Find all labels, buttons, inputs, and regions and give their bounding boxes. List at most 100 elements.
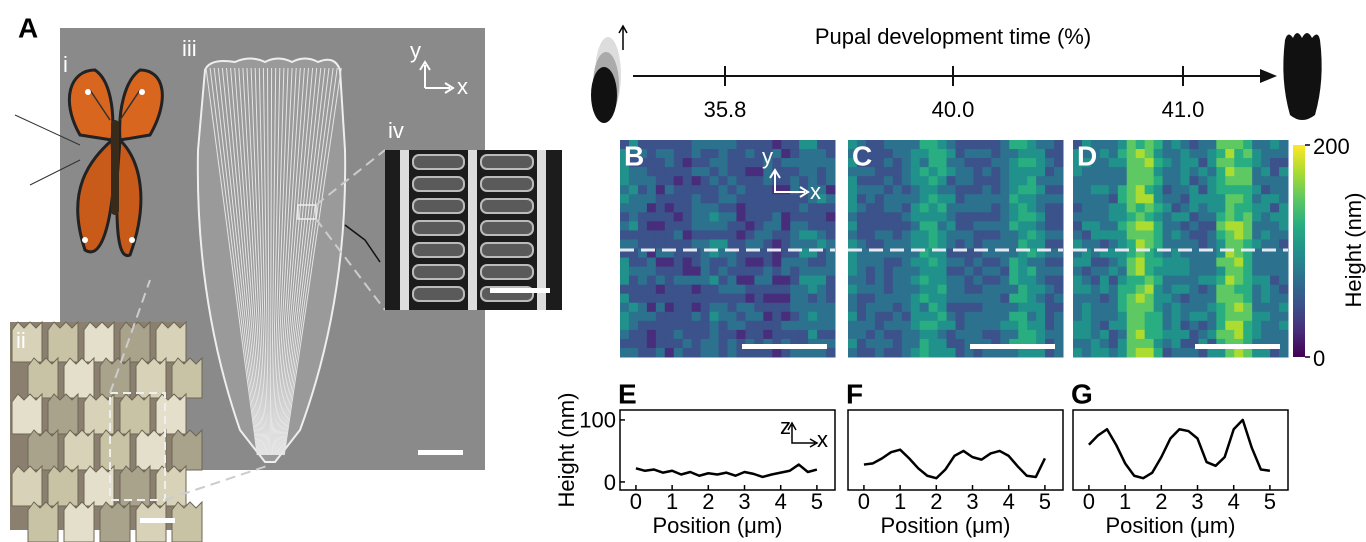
height-pixel (1108, 275, 1119, 286)
height-pixel (1090, 320, 1101, 331)
height-pixel (1234, 176, 1244, 186)
height-pixel (1144, 347, 1155, 358)
height-pixel (1018, 203, 1028, 213)
height-pixel (817, 329, 827, 340)
height-pixel (982, 284, 992, 295)
height-pixel (745, 239, 755, 249)
height-pixel (991, 149, 1001, 159)
height-pixel (754, 311, 764, 322)
height-pixel (781, 248, 791, 259)
height-pixel (745, 257, 755, 268)
height-pixel (937, 257, 948, 268)
height-pixel (973, 140, 983, 150)
height-pixel (664, 140, 675, 150)
height-pixel (991, 293, 1001, 304)
height-pixel (1090, 167, 1101, 177)
height-pixel (1234, 167, 1244, 177)
height-pixel (937, 293, 948, 304)
height-pixel (973, 257, 983, 268)
height-pixel (1099, 194, 1110, 204)
height-pixel (673, 176, 684, 186)
height-pixel (745, 185, 755, 195)
height-pixel (1180, 347, 1190, 358)
height-pixel (874, 293, 885, 304)
height-pixel (955, 158, 965, 168)
height-pixel (709, 320, 720, 331)
height-pixel (655, 293, 666, 304)
height-pixel (1261, 194, 1271, 204)
height-pixel (973, 284, 983, 295)
scale (99, 356, 131, 399)
height-pixel (964, 149, 974, 159)
height-pixel (910, 158, 921, 168)
height-pixel (727, 284, 737, 295)
height-pixel (628, 257, 639, 268)
height-pixel (718, 140, 728, 150)
height-pixel (1189, 275, 1199, 286)
height-pixel (700, 212, 711, 222)
height-pixel (1225, 239, 1235, 249)
height-pixel (946, 158, 956, 168)
height-pixel (1216, 302, 1226, 313)
height-pixel (682, 212, 693, 222)
height-pixel (973, 329, 983, 340)
height-pixel (973, 320, 983, 331)
height-pixel (1144, 239, 1155, 249)
height-pixel (901, 149, 912, 159)
height-pixel (955, 221, 965, 231)
height-pixel (1243, 212, 1253, 222)
height-pixel (937, 140, 948, 150)
height-pixel (1279, 311, 1289, 322)
height-pixel (892, 212, 903, 222)
height-pixel (745, 329, 755, 340)
height-pixel (637, 302, 648, 313)
height-pixel (709, 347, 720, 358)
height-pixel (763, 347, 773, 358)
height-pixel (946, 239, 956, 249)
height-pixel (1090, 221, 1101, 231)
height-pixel (1054, 347, 1064, 358)
height-pixel (1073, 338, 1083, 349)
height-pixel (883, 203, 894, 213)
height-pixel (848, 284, 858, 295)
height-pixel (1171, 176, 1181, 186)
height-pixel (1270, 194, 1280, 204)
height-pixel (700, 140, 711, 150)
height-pixel (817, 239, 827, 249)
height-pixel (1126, 311, 1137, 322)
height-pixel (1189, 320, 1199, 331)
height-pixel (892, 347, 903, 358)
height-pixel (1198, 167, 1208, 177)
height-pixel (682, 140, 693, 150)
height-pixel (1261, 320, 1271, 331)
height-pixel (883, 266, 894, 277)
height-pixel (736, 275, 746, 286)
height-pixel (1054, 230, 1064, 240)
height-pixel (1036, 194, 1046, 204)
height-pixel (1144, 329, 1155, 340)
height-pixel (892, 293, 903, 304)
height-pixel (1189, 230, 1199, 240)
height-pixel (799, 275, 809, 286)
height-pixel (865, 302, 876, 313)
height-pixel (1225, 302, 1235, 313)
height-pixel (1117, 347, 1128, 358)
ridges (205, 67, 342, 456)
height-pixel (745, 176, 755, 186)
ridge (283, 67, 342, 456)
scale-bar (490, 288, 550, 293)
height-pixel (790, 347, 800, 358)
height-pixel (856, 203, 867, 213)
height-pixel (1252, 347, 1262, 358)
height-pixel (1162, 140, 1173, 150)
height-pixel (691, 149, 702, 159)
height-pixel (772, 347, 782, 358)
height-pixel (1207, 266, 1217, 277)
height-pixel (736, 158, 746, 168)
height-pixel (1009, 239, 1019, 249)
height-pixel (1279, 302, 1289, 313)
height-pixel (1252, 275, 1262, 286)
height-pixel (1189, 338, 1199, 349)
height-pixel (1027, 284, 1037, 295)
height-pixel (892, 284, 903, 295)
